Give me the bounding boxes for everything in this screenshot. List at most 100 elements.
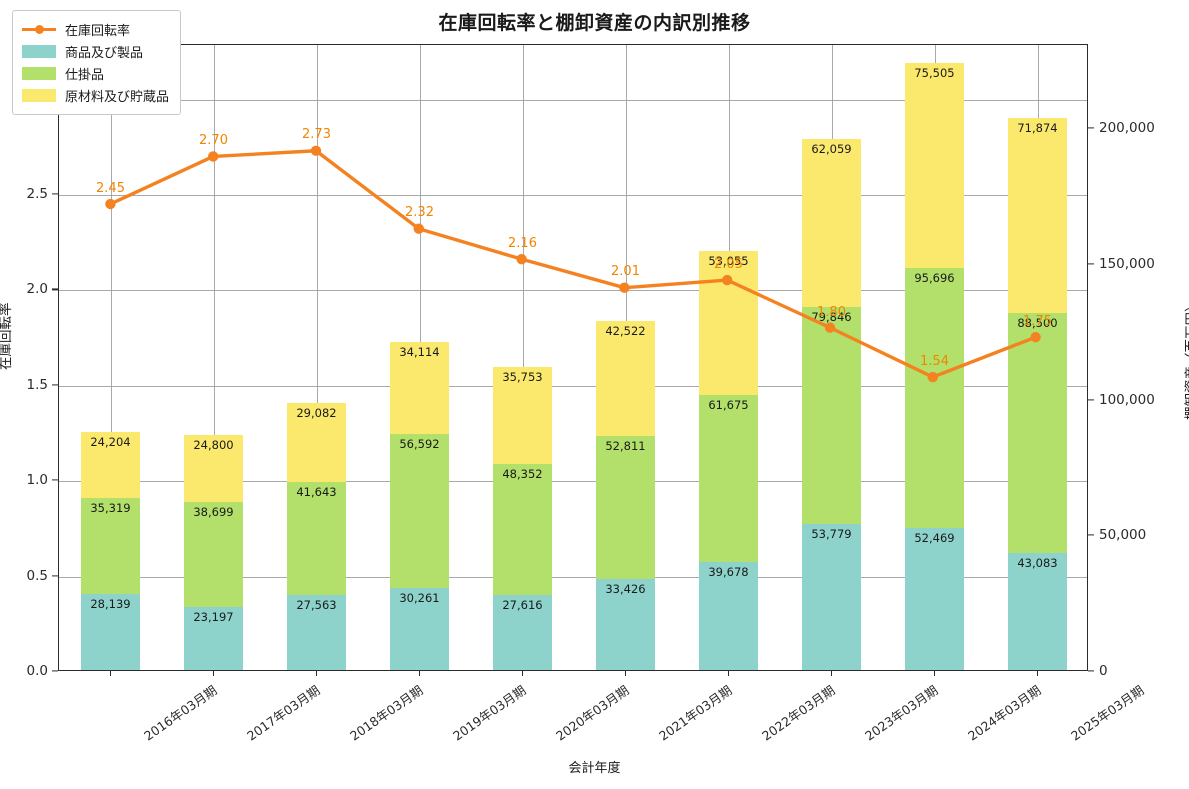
y-axis-right-tick-label: 100,000 [1099,391,1155,408]
y-axis-left-tick-mark [52,670,58,672]
legend-color-swatch-icon [22,88,56,102]
legend-color-swatch-icon [22,66,56,80]
line-data-point[interactable] [310,145,322,156]
x-axis-tick-mark [521,671,523,676]
y-axis-left-tick-label: 0.0 [26,663,48,679]
y-axis-left-tick-label: 1.0 [26,472,48,489]
y-axis-left-tick-mark [52,575,58,577]
x-axis-tick-label: 2023年03月期 [861,682,941,744]
bar-segment[interactable]: 61,675 [698,394,759,563]
line-path [108,149,1038,379]
x-axis-tick-mark [727,671,729,676]
legend-item[interactable]: 在庫回転率 [22,18,169,40]
line-data-point[interactable] [413,223,424,234]
gridline-horizontal [59,194,1087,196]
x-axis-tick-mark [315,671,317,676]
y-axis-right-tick-mark [1088,534,1094,536]
gridline-vertical [316,45,318,670]
bar-stack[interactable]: 33,426 52,811 42,522 [595,43,656,670]
line-data-point[interactable] [516,253,527,265]
bar-stack[interactable]: 39,678 61,675 53,055 [698,43,759,670]
y-axis-right-tick-mark [1088,670,1094,672]
y-axis-right-tick-mark [1088,127,1094,129]
line-point-value-label: 2.01 [611,264,640,280]
y-axis-left-tick-label: 0.5 [26,567,48,584]
y-axis-right-tick-mark [1088,398,1094,401]
chart-legend: 在庫回転率商品及び製品 仕掛品 原材料及び貯蔵品 [12,10,182,115]
y-axis-left-tick-mark [52,384,58,386]
y-axis-right-tick-label: 200,000 [1099,120,1155,137]
y-axis-right-tick-label: 0 [1099,663,1108,679]
line-data-point[interactable] [927,371,938,383]
bar-stack[interactable]: 43,083 88,500 71,874 [1007,43,1068,670]
y-axis-left-label: 在庫回転率 [0,302,14,371]
line-point-value-label: 1.54 [920,354,949,370]
gridline-horizontal [59,576,1087,578]
x-axis-tick-mark [624,671,626,676]
bar-segment[interactable]: 53,055 [698,250,759,395]
x-axis-tick-label: 2025年03月期 [1067,682,1147,744]
bar-segment[interactable]: 95,696 [904,267,965,528]
x-axis-tick-label: 2020年03月期 [552,682,632,744]
y-axis-right-tick-label: 150,000 [1099,255,1155,272]
legend-item-label: 商品及び製品 [65,45,144,61]
x-axis-tick-mark [830,671,832,676]
chart-title: 在庫回転率と棚卸資産の内訳別推移 [438,12,751,34]
y-axis-right-tick-mark [1088,263,1094,265]
x-axis-tick-mark [418,671,420,676]
y-axis-left-tick-label: 2.5 [26,185,48,202]
line-point-value-label: 2.73 [302,127,331,143]
gridline-vertical [522,45,524,670]
legend-line-marker-icon [22,23,56,36]
line-series [105,145,1041,383]
y-axis-right-tick-label: 50,000 [1099,527,1147,544]
line-point-value-label: 1.75 [1023,314,1052,330]
line-point-value-label: 1.80 [817,304,846,320]
line-data-point[interactable] [619,282,630,293]
x-axis-tick-label: 2018年03月期 [346,682,426,744]
gridline-horizontal [59,290,1087,292]
gridline-horizontal [59,481,1087,483]
line-data-point[interactable] [722,274,733,286]
x-axis-tick-label: 2016年03月期 [140,682,220,744]
line-data-point[interactable] [105,198,116,210]
legend-item-label: 在庫回転率 [65,23,131,39]
x-axis-tick-label: 2017年03月期 [243,682,323,744]
x-axis-tick-mark [109,671,111,676]
x-axis-tick-label: 2022年03月期 [758,682,838,744]
y-axis-left-tick-label: 2.0 [26,281,48,298]
y-axis-left-tick-mark [52,193,58,195]
gridline-horizontal [59,99,1087,101]
x-axis-tick-mark [933,671,935,676]
legend-item[interactable]: 仕掛品 [22,62,169,84]
gridline-vertical [110,45,112,670]
legend-item[interactable]: 商品及び製品 [22,40,169,62]
line-point-value-label: 2.45 [96,180,125,196]
x-axis-tick-label: 2021年03月期 [655,682,735,744]
x-axis-tick-mark [1036,671,1038,676]
y-axis-left-tick-label: 1.5 [26,376,48,393]
line-point-value-label: 2.32 [405,205,434,221]
legend-item[interactable]: 原材料及び貯蔵品 [22,84,169,106]
y-axis-left-tick-mark [52,479,58,481]
y-axis-left-tick-mark [52,288,58,290]
gridline-horizontal [59,385,1087,387]
bar-stack[interactable]: 53,779 79,846 62,059 [801,43,862,670]
legend-color-swatch-icon [22,44,56,58]
x-axis-label: 会計年度 [568,761,621,776]
bar-segment[interactable]: 79,846 [801,307,862,525]
x-axis-tick-label: 2024年03月期 [964,682,1044,744]
line-data-point[interactable] [1030,331,1041,343]
line-data-point[interactable] [824,322,836,333]
legend-item-label: 仕掛品 [65,67,105,83]
bar-stack[interactable]: 27,616 48,352 35,753 [492,43,553,670]
bar-segment[interactable]: 71,874 [1007,117,1068,313]
line-point-value-label: 2.05 [714,256,743,272]
line-point-value-label: 2.16 [508,235,537,251]
plot-area: 28,139 35,319 24,204 23,197 38,699 24,800 27,5… [58,44,1088,671]
line-point-value-label: 2.70 [199,132,228,148]
x-axis-tick-label: 2019年03月期 [449,682,529,744]
line-data-point[interactable] [208,151,219,162]
gridline-vertical [213,45,215,670]
